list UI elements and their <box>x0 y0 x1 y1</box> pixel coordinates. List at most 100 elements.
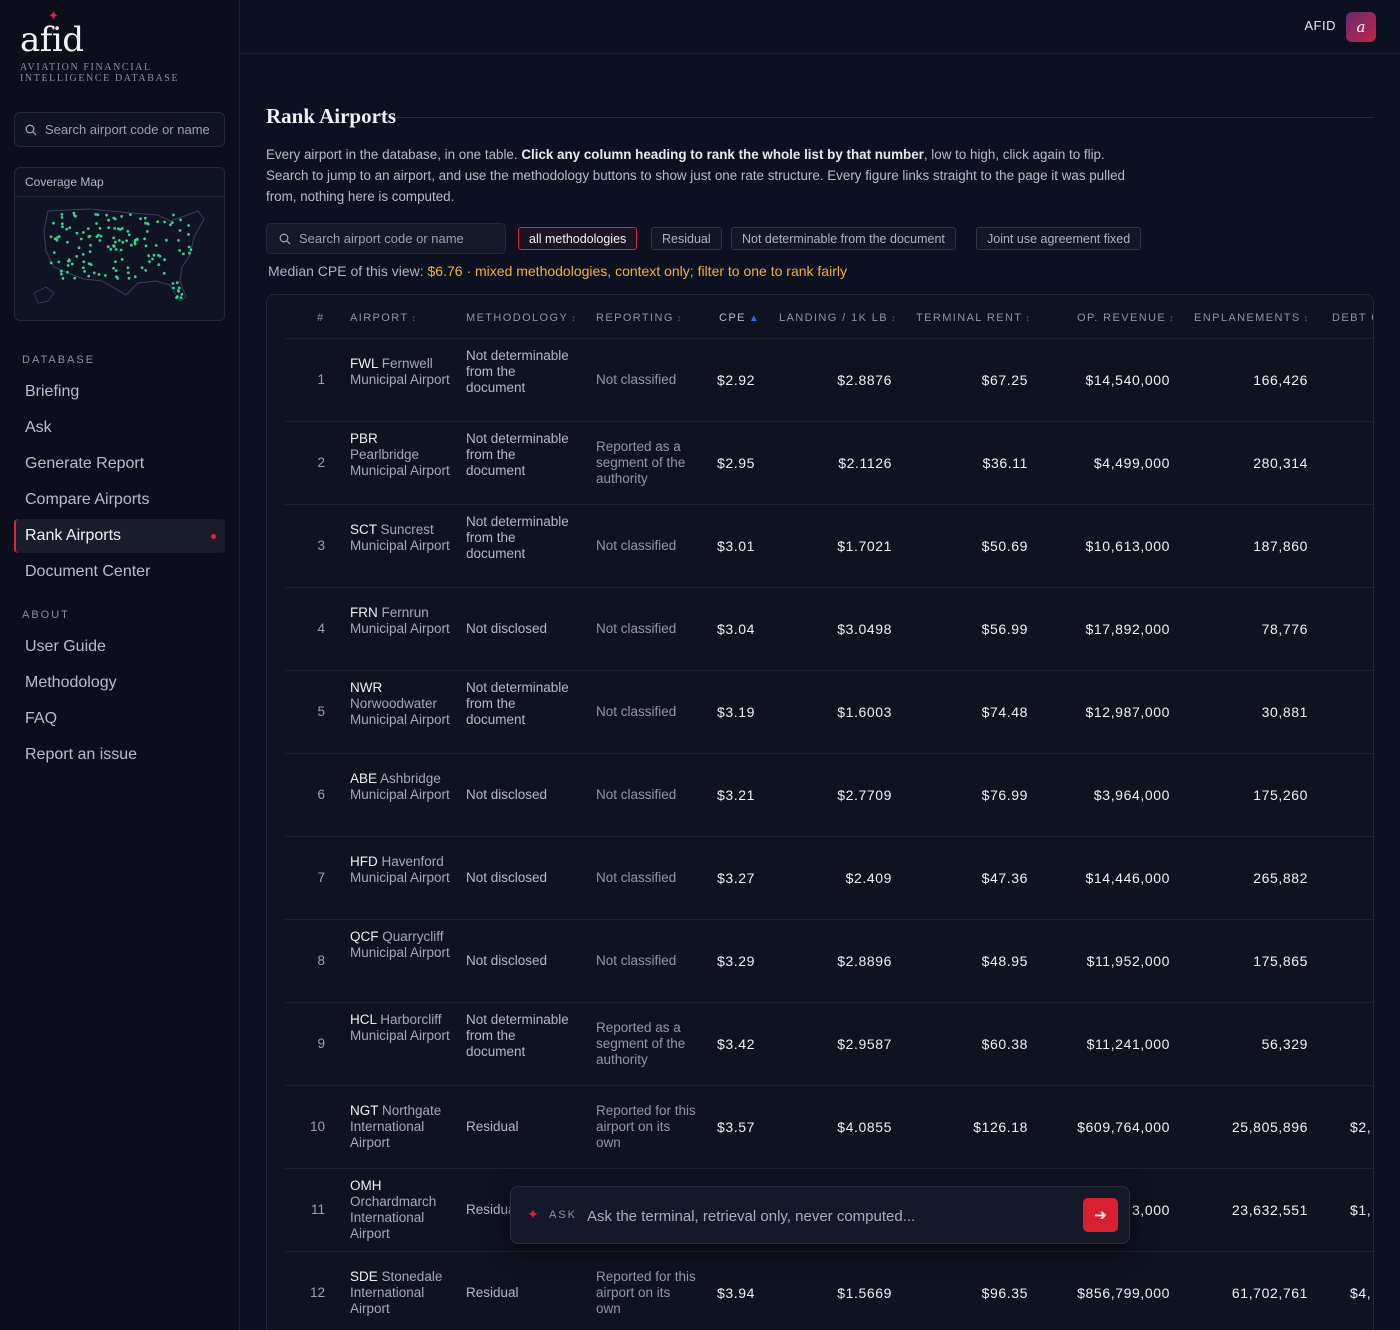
nav-item-methodology[interactable]: Methodology <box>25 674 117 691</box>
enplanements-cell[interactable]: 61,702,761 <box>1231 1285 1308 1301</box>
airport-cell[interactable]: SCT Suncrest Municipal Airport <box>350 522 450 554</box>
airport-cell[interactable]: FRN Fernrun Municipal Airport <box>350 605 450 637</box>
landing-cell[interactable]: $1.7021 <box>837 538 892 554</box>
op-revenue-cell[interactable]: $12,987,000 <box>1085 704 1170 720</box>
terminal-rent-cell[interactable]: $56.99 <box>981 621 1028 637</box>
table-row[interactable]: 9 HCL Harborcliff Municipal Airport Not de… <box>285 1002 1373 1085</box>
brand-logo[interactable]: ✦ afid AVIATION FINANCIAL INTELLIGENCE D… <box>20 8 220 84</box>
terminal-rent-cell[interactable]: $50.69 <box>981 538 1028 554</box>
sidebar-search-input[interactable] <box>45 122 224 137</box>
filter-not-determinable[interactable]: Not determinable from the document <box>731 227 956 250</box>
airport-cell[interactable]: NGT Northgate International Airport <box>350 1103 450 1151</box>
enplanements-cell[interactable]: 78,776 <box>1261 621 1308 637</box>
airport-code[interactable]: ABE <box>350 771 378 786</box>
column-cpe[interactable]: CPE ▲ <box>719 312 760 324</box>
airport-code[interactable]: PBR <box>350 431 378 446</box>
enplanements-cell[interactable]: 25,805,896 <box>1231 1119 1308 1135</box>
landing-cell[interactable]: $2.1126 <box>838 455 892 471</box>
table-row[interactable]: 1 FWL Fernwell Municipal Airport Not deter… <box>285 338 1373 421</box>
nav-item-user-guide[interactable]: User Guide <box>25 638 106 655</box>
cpe-cell[interactable]: $3.01 <box>716 538 755 554</box>
terminal-rent-cell[interactable]: $76.99 <box>981 787 1028 803</box>
op-revenue-cell[interactable]: $4,499,000 <box>1093 455 1170 471</box>
enplanements-cell[interactable]: 166,426 <box>1253 372 1308 388</box>
airport-code[interactable]: HFD <box>350 854 378 869</box>
avatar[interactable]: a <box>1346 12 1376 42</box>
ask-submit-button[interactable]: ➔ <box>1083 1198 1118 1232</box>
terminal-rent-cell[interactable]: $74.48 <box>981 704 1028 720</box>
airport-cell[interactable]: SDE Stonedale International Airport <box>350 1269 450 1317</box>
airport-cell[interactable]: ABE Ashbridge Municipal Airport <box>350 771 450 803</box>
op-revenue-cell[interactable]: 3,000 <box>1131 1202 1170 1218</box>
terminal-rent-cell[interactable]: $48.95 <box>981 953 1028 969</box>
airport-cell[interactable]: FWL Fernwell Municipal Airport <box>350 356 450 388</box>
op-revenue-cell[interactable]: $14,540,000 <box>1085 372 1170 388</box>
airport-code[interactable]: QCF <box>350 929 379 944</box>
op-revenue-cell[interactable]: $17,892,000 <box>1085 621 1170 637</box>
airport-cell[interactable]: PBR Pearlbridge Municipal Airport <box>350 431 450 479</box>
filter-all-methodologies[interactable]: all methodologies <box>518 227 638 250</box>
column-enplanements[interactable]: ENPLANEMENTS ↕ <box>1194 312 1310 324</box>
coverage-map[interactable] <box>30 197 210 315</box>
airport-code[interactable]: FRN <box>350 605 378 620</box>
op-revenue-cell[interactable]: $609,764,000 <box>1077 1119 1170 1135</box>
cpe-cell[interactable]: $3.21 <box>716 787 755 803</box>
column-methodology[interactable]: METHODOLOGY ↕ <box>466 312 577 324</box>
table-search-input[interactable] <box>299 231 505 246</box>
airport-code[interactable]: NWR <box>350 680 383 695</box>
table-row[interactable]: 7 HFD Havenford Municipal Airport Not disc… <box>285 836 1373 919</box>
column-terminal-rent[interactable]: TERMINAL RENT ↕ <box>916 312 1031 324</box>
op-revenue-cell[interactable]: $11,952,000 <box>1086 953 1170 969</box>
column-airport[interactable]: AIRPORT ↕ <box>350 312 417 324</box>
ask-input[interactable] <box>587 1203 1067 1229</box>
op-revenue-cell[interactable]: $10,613,000 <box>1085 538 1170 554</box>
enplanements-cell[interactable]: 280,314 <box>1253 455 1308 471</box>
enplanements-cell[interactable]: 175,260 <box>1253 787 1308 803</box>
terminal-rent-cell[interactable]: $60.38 <box>981 1036 1028 1052</box>
airport-cell[interactable]: NWR Norwoodwater Municipal Airport <box>350 680 450 728</box>
enplanements-cell[interactable]: 23,632,551 <box>1231 1202 1308 1218</box>
filter-joint-use[interactable]: Joint use agreement fixed <box>976 227 1142 250</box>
terminal-rent-cell[interactable]: $36.11 <box>982 455 1028 471</box>
column-op-revenue[interactable]: OP. REVENUE ↕ <box>1077 312 1175 324</box>
cpe-cell[interactable]: $3.27 <box>716 870 755 886</box>
table-row[interactable]: 8 QCF Quarrycliff Municipal Airport Not di… <box>285 919 1373 1002</box>
airport-cell[interactable]: HFD Havenford Municipal Airport <box>350 854 450 886</box>
table-row[interactable]: 5 NWR Norwoodwater Municipal Airport Not d… <box>285 670 1373 753</box>
cpe-cell[interactable]: $3.29 <box>716 953 755 969</box>
filter-residual[interactable]: Residual <box>651 227 722 250</box>
nav-item-ask[interactable]: Ask <box>25 419 52 436</box>
nav-item-document-center[interactable]: Document Center <box>25 563 151 580</box>
nav-item-briefing[interactable]: Briefing <box>25 383 80 400</box>
cpe-cell[interactable]: $3.42 <box>716 1036 755 1052</box>
airport-cell[interactable]: QCF Quarrycliff Municipal Airport <box>350 929 450 961</box>
enplanements-cell[interactable]: 175,865 <box>1253 953 1308 969</box>
airport-code[interactable]: HCL <box>350 1012 377 1027</box>
table-row[interactable]: 12 SDE Stonedale International Airport Res… <box>285 1251 1373 1330</box>
op-revenue-cell[interactable]: $14,446,000 <box>1085 870 1170 886</box>
airport-code[interactable]: FWL <box>350 356 378 371</box>
debt-cell[interactable]: $1, <box>1350 1202 1372 1218</box>
coverage-map-card[interactable]: Coverage Map <box>14 167 225 321</box>
cpe-cell[interactable]: $2.95 <box>716 455 755 471</box>
table-row[interactable]: 6 ABE Ashbridge Municipal Airport Not disc… <box>285 753 1373 836</box>
nav-item-compare-airports[interactable]: Compare Airports <box>25 491 150 508</box>
landing-cell[interactable]: $4.0855 <box>837 1119 892 1135</box>
table-row[interactable]: 3 SCT Suncrest Municipal Airport Not deter… <box>285 504 1373 587</box>
table-row[interactable]: 4 FRN Fernrun Municipal Airport Not disclo… <box>285 587 1373 670</box>
landing-cell[interactable]: $2.8896 <box>837 953 892 969</box>
landing-cell[interactable]: $2.409 <box>845 870 892 886</box>
landing-cell[interactable]: $1.6003 <box>837 704 892 720</box>
column-landing[interactable]: LANDING / 1K LB ↕ <box>779 312 897 324</box>
cpe-cell[interactable]: $3.57 <box>716 1119 755 1135</box>
airport-code[interactable]: OMH <box>350 1178 382 1193</box>
terminal-rent-cell[interactable]: $96.35 <box>981 1285 1028 1301</box>
nav-item-rank-airports[interactable]: Rank Airports <box>14 519 225 553</box>
terminal-rent-cell[interactable]: $126.18 <box>973 1119 1028 1135</box>
table-row[interactable]: 2 PBR Pearlbridge Municipal Airport Not de… <box>285 421 1373 504</box>
enplanements-cell[interactable]: 265,882 <box>1253 870 1308 886</box>
enplanements-cell[interactable]: 30,881 <box>1261 704 1308 720</box>
cpe-cell[interactable]: $3.04 <box>716 621 755 637</box>
cpe-cell[interactable]: $2.92 <box>716 372 755 388</box>
cpe-cell[interactable]: $3.19 <box>716 704 755 720</box>
